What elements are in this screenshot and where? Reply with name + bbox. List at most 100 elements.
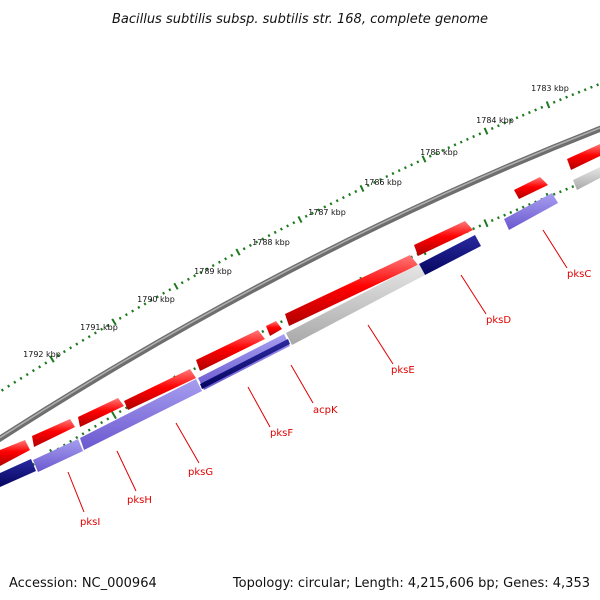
cds-arrow-forward xyxy=(266,321,282,336)
cds-arrow-forward xyxy=(514,177,548,199)
cds-arrow-reverse xyxy=(200,339,290,389)
scale-tick xyxy=(81,432,85,436)
scale-tick xyxy=(7,384,11,388)
scale-tick xyxy=(558,190,562,194)
scale-tick xyxy=(100,327,104,331)
scale-tick xyxy=(149,298,153,302)
scale-tick xyxy=(255,240,259,244)
scale-tick xyxy=(75,435,79,440)
scale-tick xyxy=(565,95,569,99)
scale-tick xyxy=(552,100,556,104)
cds-arrow-reverse xyxy=(573,167,600,190)
scale-tick xyxy=(242,247,246,251)
gene-leader-lines xyxy=(67,229,568,513)
scale-tick xyxy=(143,302,147,306)
scale-tick xyxy=(472,135,476,139)
scale-tick xyxy=(19,376,23,381)
scale-tick xyxy=(521,113,525,117)
reverse-strand-features xyxy=(0,167,600,487)
scale-tick xyxy=(385,174,389,179)
cds-arrow-forward xyxy=(32,419,75,447)
leader-line xyxy=(290,364,314,404)
scale-tick xyxy=(509,210,513,214)
gene-label-pksD: pksD xyxy=(486,315,511,326)
cds-arrow-reverse xyxy=(80,379,202,450)
scale-tick xyxy=(162,291,166,295)
genome-summary-text: Topology: circular; Length: 4,215,606 bp… xyxy=(232,576,590,591)
kbp-label: 1784 kbp xyxy=(476,116,514,125)
scale-tick xyxy=(403,166,407,170)
cds-arrow-forward xyxy=(567,144,600,170)
leader-line xyxy=(367,324,394,365)
gene-label-pksE: pksE xyxy=(391,365,415,376)
scale-tick xyxy=(465,137,469,141)
scale-tick xyxy=(118,316,122,320)
leader-line xyxy=(175,422,200,464)
scale-tick xyxy=(124,313,128,317)
scale-tick xyxy=(199,270,203,274)
scale-tick xyxy=(335,199,339,203)
forward-strand-features xyxy=(0,144,600,466)
scale-tick xyxy=(87,335,91,339)
gene-label-pksC: pksC xyxy=(567,269,591,280)
scale-tick xyxy=(329,202,333,206)
kbp-label: 1788 kbp xyxy=(252,238,290,247)
gene-label-pksI: pksI xyxy=(80,517,100,528)
scale-tick xyxy=(13,380,17,384)
scale-tick xyxy=(416,160,420,164)
cds-arrow-reverse xyxy=(504,193,558,230)
scale-tick xyxy=(496,216,500,220)
cds-arrow-reverse xyxy=(419,235,481,275)
scale-tick xyxy=(292,221,296,225)
scale-tick xyxy=(490,126,494,130)
scale-tick xyxy=(515,208,519,212)
scale-tick xyxy=(180,281,184,285)
scale-tick xyxy=(186,277,190,281)
scale-tick xyxy=(441,148,445,152)
scale-tick xyxy=(69,439,73,443)
scale-tick xyxy=(527,111,531,115)
scale-tick xyxy=(359,184,365,193)
scale-tick xyxy=(503,121,507,125)
scale-tick xyxy=(521,205,525,209)
scale-tick xyxy=(93,331,97,335)
leader-line xyxy=(460,274,487,315)
scale-tick xyxy=(478,132,482,136)
scale-tick xyxy=(558,98,562,102)
scale-tick xyxy=(81,338,85,342)
scale-tick xyxy=(261,237,265,241)
scale-tick xyxy=(118,410,122,414)
scale-tick xyxy=(224,257,228,261)
scale-tick xyxy=(478,224,482,228)
scale-tick xyxy=(372,180,376,184)
scale-tick xyxy=(310,211,314,215)
scale-tick xyxy=(447,146,451,150)
scale-tick xyxy=(205,267,209,271)
scale-tick xyxy=(317,208,321,212)
scale-tick xyxy=(261,329,265,334)
leader-line xyxy=(67,471,85,513)
scale-tick xyxy=(217,260,221,264)
gene-labels: pksC pksD pksE acpK pksF pksG pksH pksI xyxy=(80,269,591,528)
scale-tick xyxy=(483,219,489,228)
cds-arrow-forward xyxy=(78,398,124,427)
kbp-label: 1790 kbp xyxy=(137,295,175,304)
cds-arrow-forward xyxy=(124,369,196,410)
cds-arrow-forward xyxy=(414,221,473,256)
scale-tick xyxy=(111,318,117,326)
scale-tick xyxy=(545,101,551,109)
scale-tick xyxy=(503,213,507,217)
accession-text: Accession: NC_000964 xyxy=(9,576,157,591)
scale-tick xyxy=(540,105,544,109)
scale-tick xyxy=(106,324,110,328)
scale-tick xyxy=(589,85,593,89)
cds-arrow-forward xyxy=(285,255,418,326)
scale-tick xyxy=(366,183,370,187)
scale-tick xyxy=(410,163,414,167)
scale-tick xyxy=(459,140,463,144)
kbp-label: 1792 kbp xyxy=(23,350,61,359)
scale-tick xyxy=(571,185,575,189)
scale-labels: 1783 kbp 1784 kbp 1785 kbp 1786 kbp 1787… xyxy=(23,84,569,359)
kbp-label: 1789 kbp xyxy=(194,267,232,276)
cds-arrow-forward xyxy=(0,440,30,466)
